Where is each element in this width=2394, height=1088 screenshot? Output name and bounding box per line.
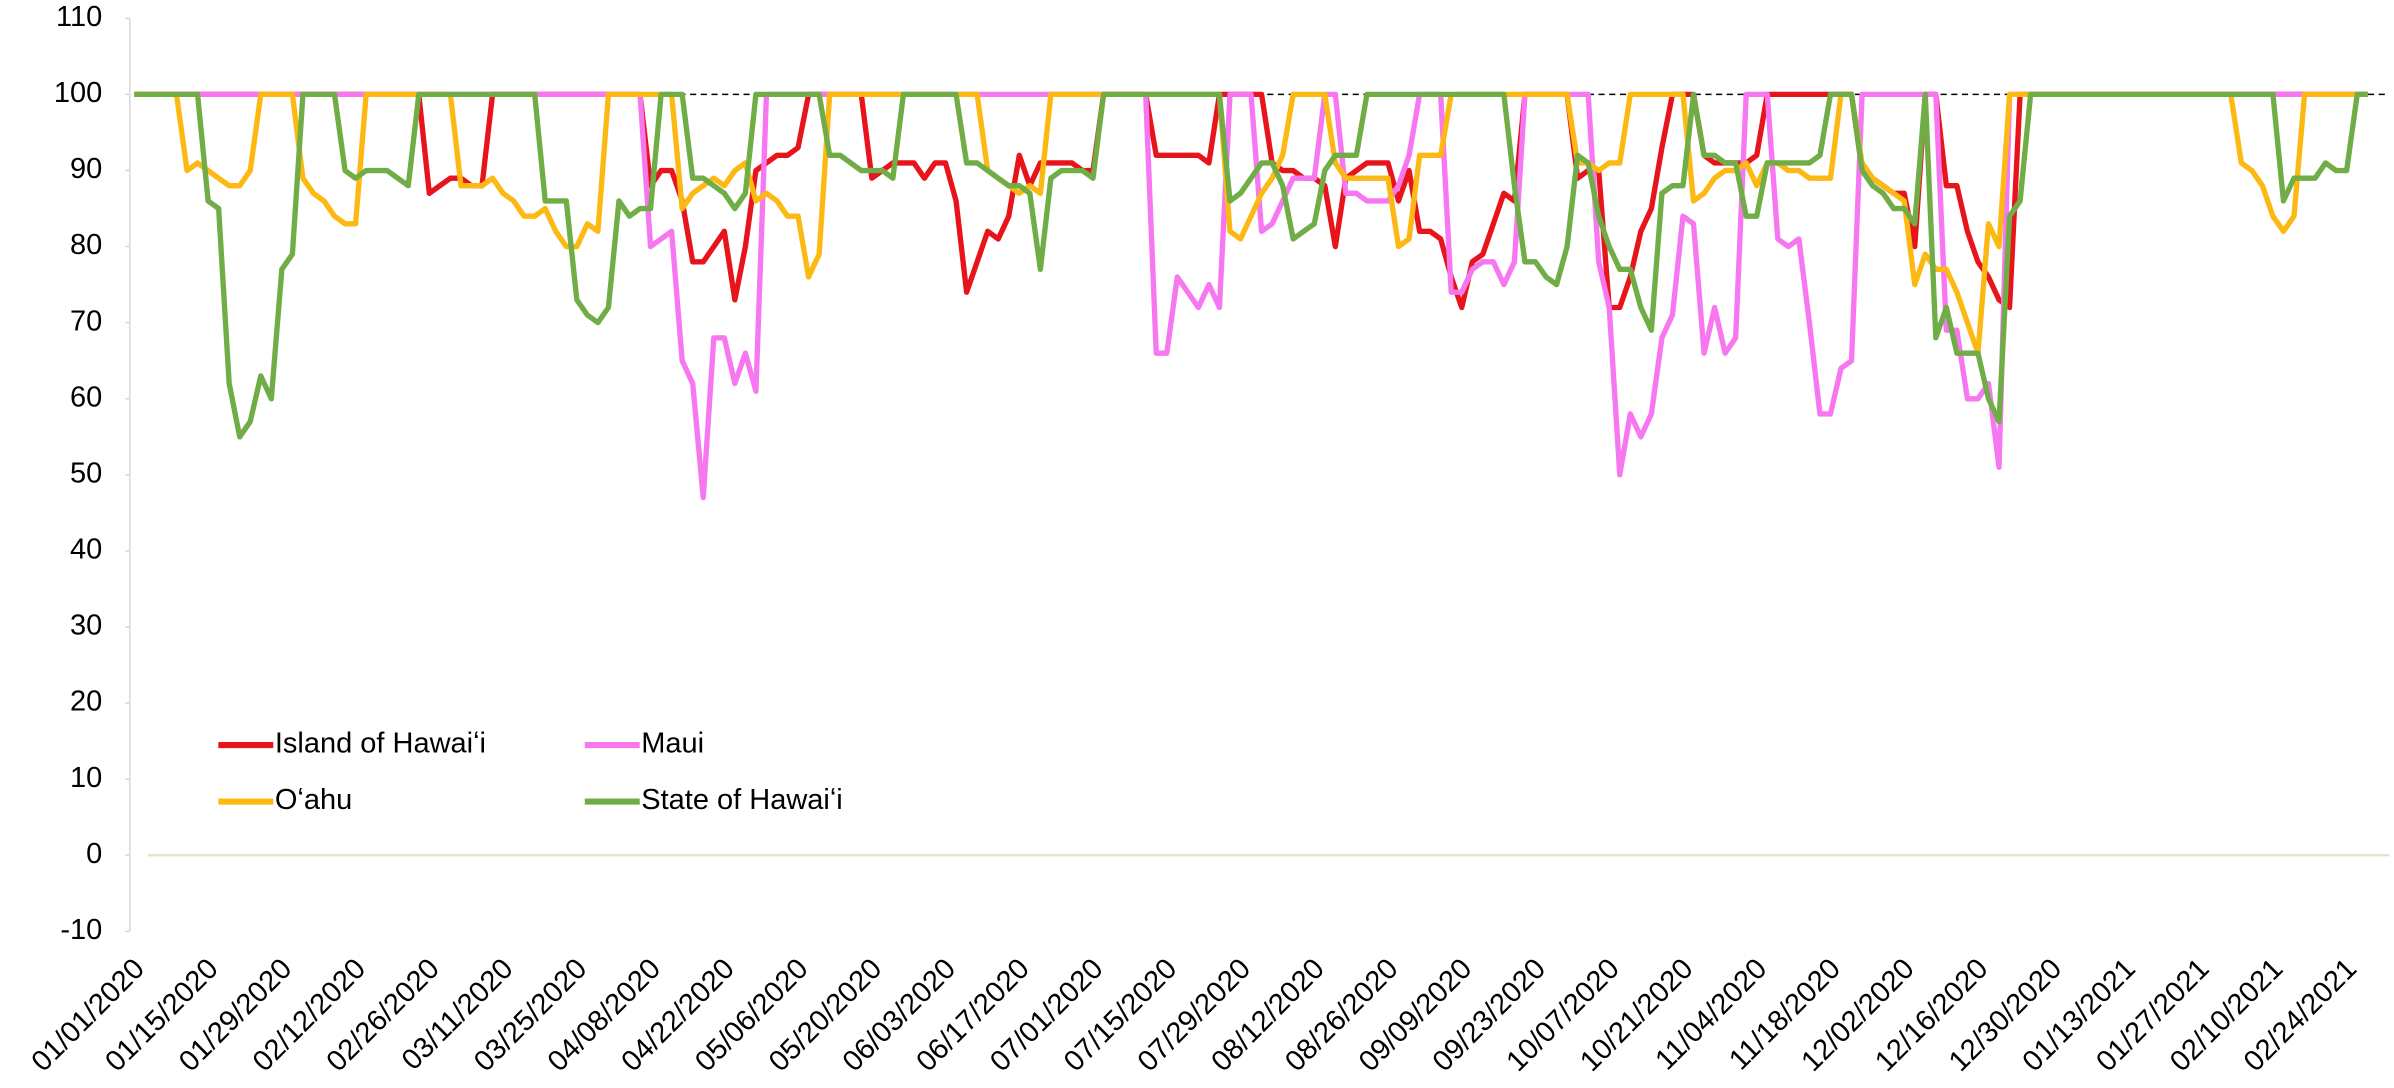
y-tick-label: 0: [86, 838, 102, 870]
y-tick-label: 30: [70, 610, 102, 642]
y-tick-label: 110: [56, 1, 102, 33]
y-tick-label: 10: [70, 762, 102, 794]
y-tick-label: 50: [70, 457, 102, 489]
legend-label: Island of Hawaiʻi: [275, 728, 486, 760]
y-tick-label: 80: [70, 229, 102, 261]
y-tick-label: 70: [70, 305, 102, 337]
y-tick-label: 90: [70, 153, 102, 185]
series-line: [134, 91, 2368, 440]
legend-label: Oʻahu: [275, 784, 352, 816]
y-tick-label: 100: [54, 77, 102, 109]
legend-label: Maui: [641, 728, 704, 760]
y-tick-label: 40: [70, 534, 102, 566]
legend-label: State of Hawaiʻi: [641, 784, 843, 816]
y-tick-label: 60: [70, 381, 102, 413]
series-line: [134, 91, 2368, 356]
series-line: [134, 91, 2368, 501]
y-tick-label: -10: [60, 914, 102, 946]
y-tick-label: 20: [70, 686, 102, 718]
